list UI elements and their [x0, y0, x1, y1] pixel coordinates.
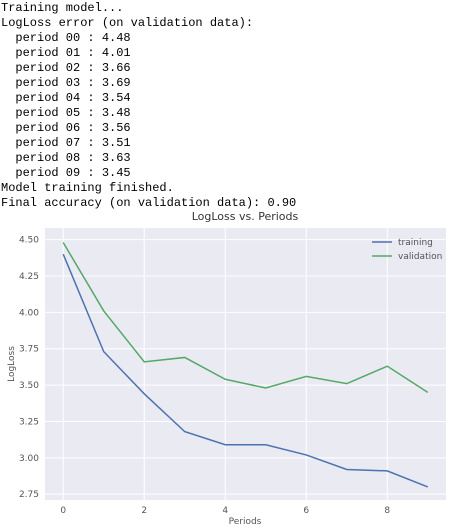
- legend-label: validation: [398, 252, 442, 262]
- plot-background: [45, 228, 446, 500]
- series-lines: [62, 242, 429, 488]
- y-axis-label: LogLoss: [7, 346, 17, 382]
- x-tick-label: 2: [141, 506, 147, 516]
- output-line: Final accuracy (on validation data): 0.9…: [1, 196, 296, 210]
- y-tick-label: 3.50: [19, 381, 39, 391]
- y-tick-label: 4.00: [19, 308, 39, 318]
- series-line: [62, 242, 429, 393]
- output-line: period 05 : 3.48: [1, 106, 131, 120]
- x-tick-label: 8: [384, 506, 390, 516]
- output-line: period 01 : 4.01: [1, 46, 131, 60]
- y-tick-label: 4.50: [19, 236, 39, 246]
- grid: [45, 228, 446, 500]
- output-line: Training model...: [1, 1, 123, 15]
- output-line: period 06 : 3.56: [1, 121, 131, 135]
- y-tick-label: 4.25: [19, 272, 39, 282]
- x-axis-label: Periods: [229, 517, 262, 527]
- y-tick-label: 3.75: [19, 345, 39, 355]
- x-tick-label: 4: [222, 506, 228, 516]
- y-tick-label: 3.00: [19, 454, 39, 464]
- x-tick-label: 0: [60, 506, 66, 516]
- output-line: period 07 : 3.51: [1, 136, 131, 150]
- legend-label: training: [398, 238, 433, 248]
- x-tick-label: 6: [303, 506, 309, 516]
- chart-title: LogLoss vs. Periods: [192, 210, 299, 223]
- y-tick-label: 2.75: [19, 490, 39, 500]
- output-line: period 03 : 3.69: [1, 76, 131, 90]
- y-tick-label: 3.25: [19, 417, 39, 427]
- output-line: period 00 : 4.48: [1, 31, 131, 45]
- output-line: Model training finished.: [1, 181, 174, 195]
- output-line: period 02 : 3.66: [1, 61, 131, 75]
- output-line: LogLoss error (on validation data):: [1, 16, 253, 30]
- output-line: period 04 : 3.54: [1, 91, 131, 105]
- output-line: period 09 : 3.45: [1, 166, 131, 180]
- output-line: period 08 : 3.63: [1, 151, 131, 165]
- series-line: [62, 253, 429, 488]
